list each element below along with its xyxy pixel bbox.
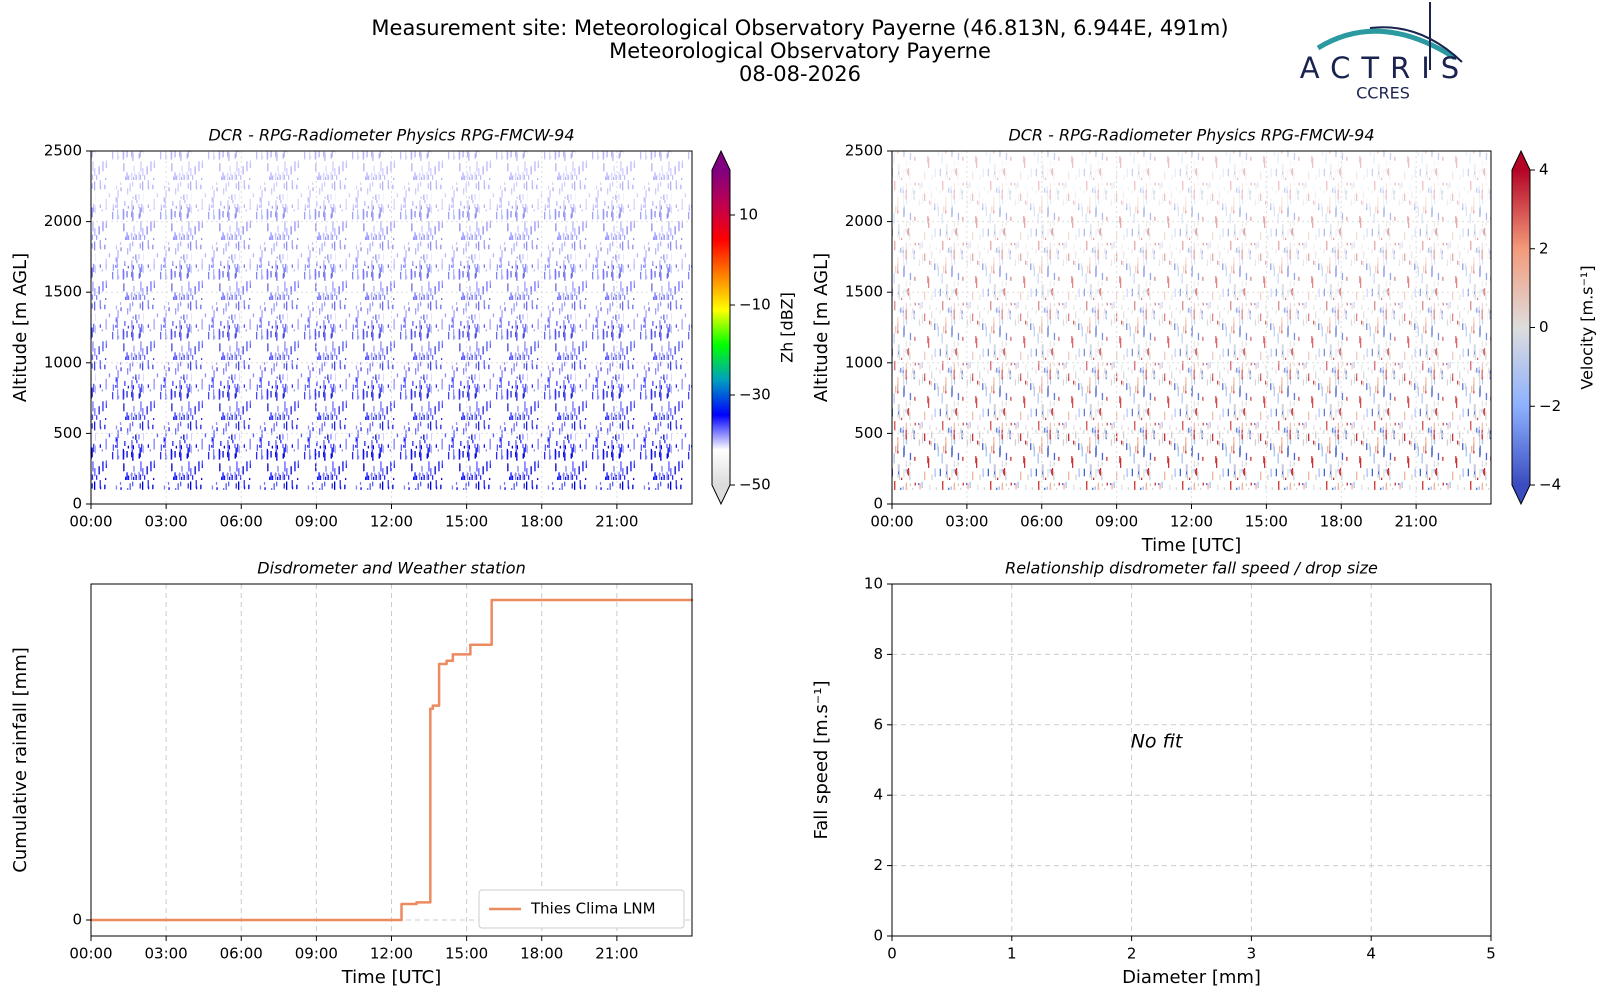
- x-tick-label: 21:00: [595, 513, 638, 531]
- y-tick-label: 6: [873, 715, 883, 733]
- x-tick-label: 2: [1127, 945, 1137, 963]
- radar-texture: [91, 207, 692, 264]
- colorbar-tick-label: −30: [739, 386, 771, 404]
- x-tick-label: 12:00: [370, 945, 413, 963]
- radar-texture: [892, 376, 1491, 434]
- colorbar-extension: [1512, 151, 1530, 170]
- logo-sub: CCRES: [1356, 84, 1410, 103]
- x-tick-label: 4: [1366, 945, 1376, 963]
- radar-texture: [91, 151, 692, 208]
- y-tick-label: 2000: [845, 212, 883, 230]
- legend-box: [478, 889, 685, 929]
- figure-title: Measurement site: Meteorological Observa…: [371, 16, 1228, 40]
- colorbar-tick-label: −4: [1539, 476, 1561, 494]
- radar-texture: [892, 320, 1491, 377]
- colorbar-tick-label: 2: [1539, 239, 1549, 257]
- colorbar-label: Velocity [m.s⁻¹]: [1578, 265, 1597, 389]
- panel-title: DCR - RPG-Radiometer Physics RPG-FMCW-94: [1008, 126, 1374, 145]
- y-tick-label: 0: [72, 911, 82, 929]
- logo: ACTRIS CCRES: [1300, 2, 1470, 103]
- panel-title: DCR - RPG-Radiometer Physics RPG-FMCW-94: [208, 126, 574, 145]
- y-tick-label: 2500: [44, 142, 82, 160]
- y-tick-label: 2000: [44, 212, 82, 230]
- x-tick-label: 09:00: [295, 945, 338, 963]
- x-axis-label: Diameter [mm]: [1122, 967, 1261, 988]
- x-tick-label: 12:00: [370, 513, 413, 531]
- x-tick-label: 06:00: [220, 945, 263, 963]
- colorbar-tick-label: 0: [1539, 318, 1549, 336]
- y-axis-label: Cumulative rainfall [mm]: [10, 647, 31, 873]
- x-tick-label: 03:00: [945, 513, 988, 531]
- radar-texture: [892, 207, 1491, 264]
- y-tick-label: 500: [854, 424, 883, 442]
- y-tick-label: 1000: [845, 353, 883, 371]
- y-tick-label: 2: [873, 856, 883, 874]
- colorbar-extension: [712, 151, 730, 170]
- y-tick-label: 10: [864, 575, 883, 593]
- legend-label: Thies Clima LNM: [530, 900, 656, 918]
- x-tick-label: 09:00: [1095, 513, 1138, 531]
- logo-name: ACTRIS: [1300, 51, 1470, 85]
- colorbar-label: Zh [dBZ]: [778, 292, 797, 363]
- colorbar-extension: [712, 485, 730, 504]
- y-tick-label: 0: [72, 495, 82, 513]
- x-tick-label: 18:00: [1320, 513, 1363, 531]
- y-axis-label: Altitude [m AGL]: [10, 253, 31, 402]
- axes-frame: [891, 583, 1492, 937]
- radar-texture: [892, 151, 1491, 208]
- x-tick-label: 18:00: [520, 945, 563, 963]
- y-axis-label: Altitude [m AGL]: [811, 253, 832, 402]
- x-tick-label: 03:00: [145, 945, 188, 963]
- x-tick-label: 15:00: [1245, 513, 1288, 531]
- figure-subtitle: Meteorological Observatory Payerne: [609, 39, 991, 63]
- x-tick-label: 15:00: [445, 513, 488, 531]
- x-tick-label: 1: [1007, 945, 1017, 963]
- logo-arc: [1369, 26, 1463, 63]
- x-tick-label: 06:00: [220, 513, 263, 531]
- y-axis-label: Fall speed [m.s⁻¹]: [811, 681, 832, 840]
- x-tick-label: 00:00: [69, 945, 112, 963]
- colorbar-tick-label: −50: [739, 476, 771, 494]
- panel-title: Relationship disdrometer fall speed / dr…: [1005, 559, 1378, 578]
- x-tick-label: 00:00: [69, 513, 112, 531]
- x-tick-label: 3: [1247, 945, 1257, 963]
- x-axis-label: Time [UTC]: [1141, 535, 1242, 556]
- y-tick-label: 1000: [44, 353, 82, 371]
- colorbar-tick-label: −10: [739, 296, 771, 314]
- y-tick-label: 8: [873, 645, 883, 663]
- y-tick-label: 500: [53, 424, 82, 442]
- panel-title: Disdrometer and Weather station: [257, 559, 525, 578]
- colorbar: [712, 170, 730, 485]
- x-tick-label: 18:00: [520, 513, 563, 531]
- colorbar-tick-label: −2: [1539, 397, 1561, 415]
- x-tick-label: 00:00: [870, 513, 913, 531]
- x-tick-label: 06:00: [1020, 513, 1063, 531]
- x-axis-label: Time [UTC]: [341, 967, 442, 988]
- colorbar-tick-label: 4: [1539, 161, 1549, 179]
- y-tick-label: 2500: [845, 142, 883, 160]
- radar-texture: [91, 376, 692, 434]
- logo-arc: [1316, 28, 1457, 61]
- colorbar-tick-label: 10: [739, 206, 758, 224]
- x-tick-label: 12:00: [1170, 513, 1213, 531]
- colorbar-extension: [1512, 485, 1530, 504]
- x-tick-label: 09:00: [295, 513, 338, 531]
- x-tick-label: 21:00: [1395, 513, 1438, 531]
- figure-date: 08-08-2026: [739, 62, 861, 86]
- y-tick-label: 1500: [845, 283, 883, 301]
- y-tick-label: 1500: [44, 283, 82, 301]
- annotation: No fit: [1131, 731, 1184, 753]
- x-tick-label: 03:00: [145, 513, 188, 531]
- y-tick-label: 0: [873, 927, 883, 945]
- y-tick-label: 0: [873, 495, 883, 513]
- y-tick-label: 4: [873, 786, 883, 804]
- colorbar: [1512, 170, 1530, 485]
- radar-texture: [91, 320, 692, 377]
- x-tick-label: 21:00: [595, 945, 638, 963]
- x-tick-label: 15:00: [445, 945, 488, 963]
- x-tick-label: 0: [887, 945, 897, 963]
- x-tick-label: 5: [1486, 945, 1496, 963]
